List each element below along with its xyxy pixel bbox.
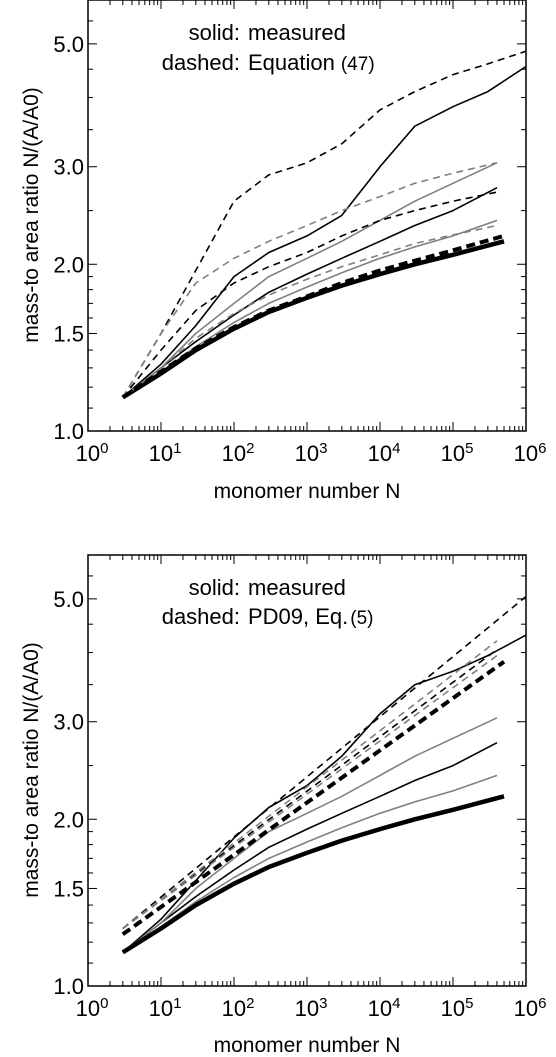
- y-tick-label: 2.0: [53, 252, 84, 277]
- legend-line-2: dashed:: [162, 50, 240, 75]
- series-line-dashed-5: [122, 50, 527, 398]
- legend-line-1: solid:: [189, 575, 240, 600]
- series-group: [121, 50, 527, 400]
- series-line-solid-1: [122, 186, 498, 399]
- y-tick-label: 3.0: [53, 710, 84, 735]
- y-tick-label: 2.0: [53, 807, 84, 832]
- x-tick-label: 106: [514, 440, 547, 467]
- x-axis-title: monomer number N: [214, 1034, 401, 1057]
- legend-line-1: solid:: [189, 20, 240, 45]
- series-line-dashed-7: [122, 640, 498, 930]
- x-tick-label: 103: [295, 995, 328, 1022]
- series-line-solid-4: [121, 794, 505, 955]
- series-line-solid-2: [122, 162, 498, 399]
- x-axis-title: monomer number N: [214, 480, 401, 503]
- series-line-dashed-9: [121, 233, 505, 400]
- x-tick-label: 106: [514, 995, 547, 1022]
- x-tick-label: 103: [295, 440, 328, 467]
- series-line-solid-0: [122, 634, 527, 954]
- legend-line-2-text: PD09, Eq. (5): [248, 604, 374, 629]
- y-tick-labels: 1.0 1.5 2.0 3.0 5.0: [53, 587, 84, 999]
- x-tick-label: 101: [149, 440, 182, 467]
- legend-line-1-text: measured: [248, 575, 346, 600]
- chart-panel-bottom: 1.0 1.5 2.0 3.0 5.0 100 101 102 103 104 …: [20, 554, 547, 1057]
- x-tick-labels: 100 101 102 103 104 105 106: [76, 995, 547, 1022]
- legend-line-1-text: measured: [248, 20, 346, 45]
- y-tick-labels: 1.0 1.5 2.0 3.0 5.0: [53, 32, 84, 444]
- y-tick-label: 1.5: [53, 876, 84, 901]
- y-tick-label: 1.0: [53, 419, 84, 444]
- x-tick-label: 102: [222, 995, 255, 1022]
- y-axis-title: mass-to area ratio N/(A/A0): [20, 87, 43, 343]
- x-tick-label: 105: [441, 440, 474, 467]
- x-tick-label: 104: [368, 995, 401, 1022]
- series-line-dashed-7: [122, 162, 498, 398]
- series-line-dashed-8: [122, 654, 498, 930]
- series-line-solid-3: [122, 774, 498, 954]
- x-tick-label: 100: [76, 995, 109, 1022]
- x-tick-label: 104: [368, 440, 401, 467]
- legend-line-2: dashed:: [162, 604, 240, 629]
- axis-ticks: [87, 554, 526, 987]
- y-tick-label: 1.5: [53, 321, 84, 346]
- series-line-solid-0: [122, 65, 527, 399]
- x-tick-label: 102: [222, 440, 255, 467]
- series-line-dashed-9: [121, 660, 506, 936]
- series-line-solid-3: [122, 219, 498, 399]
- chart-panel-top: 1.0 1.5 2.0 3.0 5.0 100 101 102 103 104 …: [20, 0, 546, 503]
- series-line-solid-1: [122, 741, 498, 954]
- x-tick-label: 101: [149, 995, 182, 1022]
- x-tick-labels: 100 101 102 103 104 105 106: [76, 440, 547, 467]
- y-tick-label: 5.0: [53, 587, 84, 612]
- series-line-dashed-8: [122, 224, 498, 399]
- series-line-solid-2: [122, 717, 498, 954]
- x-tick-label: 105: [441, 995, 474, 1022]
- series-line-dashed-5: [122, 595, 527, 930]
- y-tick-label: 1.0: [53, 974, 84, 999]
- axis-ticks: [87, 0, 526, 432]
- y-tick-label: 5.0: [53, 32, 84, 57]
- y-axis-title: mass-to area ratio N/(A/A0): [20, 642, 43, 898]
- series-line-dashed-6: [122, 648, 498, 930]
- series-line-solid-4: [121, 239, 505, 400]
- y-tick-label: 3.0: [53, 155, 84, 180]
- series-group: [121, 595, 527, 955]
- legend-line-2-text: Equation (47): [248, 50, 375, 75]
- x-tick-label: 100: [76, 440, 109, 467]
